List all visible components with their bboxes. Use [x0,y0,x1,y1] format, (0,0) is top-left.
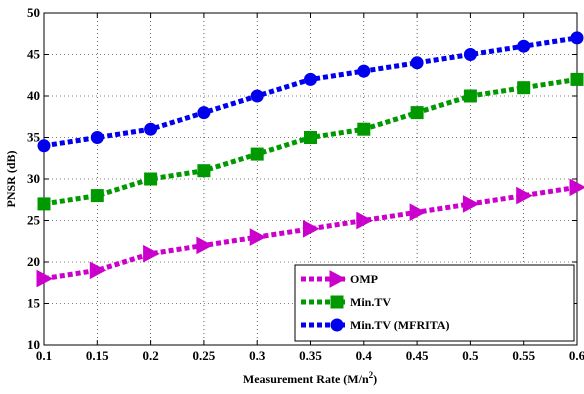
data-point [197,106,211,120]
x-tick-label: 0.2 [142,348,158,363]
data-point [144,172,158,186]
legend-item: OMP [301,270,378,288]
legend-label: OMP [350,272,378,286]
series-line [43,184,578,282]
x-axis-label: Measurement Rate (M/n2) [243,370,377,386]
y-tick-label: 15 [27,296,41,311]
data-point [569,178,584,197]
x-tick-label: 0.15 [86,348,109,363]
legend-item: Min.TV [301,295,391,309]
data-point [90,131,104,144]
x-tick-label: 0.55 [512,348,535,363]
data-point [37,197,51,211]
data-point [357,64,371,78]
data-point [36,269,54,288]
x-axis-label-sup: 2 [369,370,374,380]
data-point [90,189,104,203]
y-tick-label: 25 [27,213,41,228]
data-point [357,122,371,136]
data-point [570,72,584,86]
data-point [37,139,51,153]
data-point [517,81,531,95]
data-point [304,131,317,144]
data-point [144,122,158,136]
series [36,31,584,288]
data-point [304,72,317,86]
data-point [249,228,267,246]
y-axis-label: PNSR (dB) [4,150,18,207]
x-tick-label: 0.45 [406,348,429,363]
legend-marker [330,318,344,332]
data-point [409,203,427,222]
data-point [463,48,477,61]
legend-items: OMP Min.TV Min.TV (MFRITA) [301,270,450,332]
y-tick-label: 10 [27,337,40,352]
data-point [516,186,533,205]
y-tick-label: 45 [27,47,41,62]
legend-label: Min.TV (MFRITA) [350,318,450,332]
data-point [517,39,531,53]
axis-ticks: 0.1 0.15 0.2 0.25 0.3 0.35 0.4 0.45 0.5 0.55 0.6 10… [27,5,584,363]
x-tick-label: 0.35 [299,348,322,363]
data-point [356,211,373,230]
data-point [462,195,480,213]
data-point [197,164,211,178]
data-point [410,56,424,70]
x-tick-label: 0.4 [356,348,373,363]
y-tick-label: 35 [27,130,41,145]
data-point [250,147,264,161]
x-axis-label-end: ) [373,372,377,386]
series-1 [36,178,584,288]
data-point [303,219,320,238]
data-point [250,89,264,103]
data-point [143,244,160,263]
data-point [570,31,584,45]
data-point [463,89,477,103]
series-2 [37,72,584,211]
series-3 [37,31,584,153]
legend-item: Min.TV (MFRITA) [301,318,450,332]
data-point [89,261,107,280]
legend-label: Min.TV [350,295,391,309]
data-point [410,106,424,120]
y-tick-label: 50 [27,5,40,20]
legend-marker [329,270,347,288]
x-tick-label: 0.3 [249,348,266,363]
x-tick-label: 0.1 [36,348,52,363]
x-axis-label-main: Measurement Rate (M/n [243,372,369,386]
x-tick-label: 0.5 [462,348,479,363]
legend: OMP Min.TV Min.TV (MFRITA) [294,264,575,342]
y-tick-label: 20 [27,254,40,269]
y-tick-label: 40 [27,88,40,103]
x-tick-label: 0.25 [193,348,216,363]
legend-marker [330,295,344,309]
y-tick-label: 30 [27,171,40,186]
data-point [196,236,213,255]
x-tick-label: 0.6 [569,348,584,363]
